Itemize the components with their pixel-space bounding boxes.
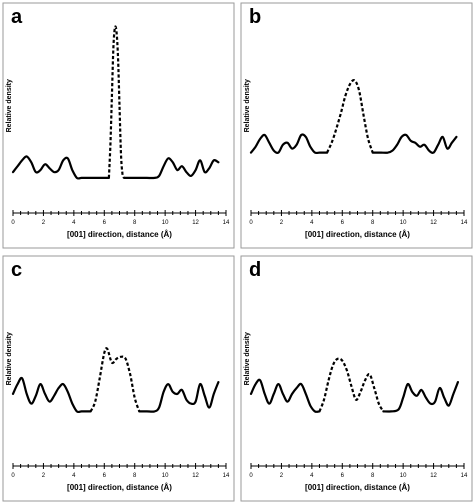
y-axis-label: Relative density [6, 332, 13, 385]
panel-a: a Relative density 0 2 4 6 8 10 12 14 [001] direct… [2, 2, 235, 249]
x-tick-label: 10 [400, 473, 407, 479]
panel-label: c [11, 259, 22, 281]
panel-label: d [249, 259, 261, 281]
x-tick-label: 6 [103, 220, 107, 226]
x-tick-label: 2 [280, 473, 284, 479]
x-axis-label: [001] direction, distance (Å) [305, 483, 410, 492]
x-tick-label: 0 [249, 220, 253, 226]
density-curve-solid-2 [138, 381, 220, 413]
x-tick-label: 6 [103, 473, 107, 479]
x-tick-label: 8 [133, 473, 137, 479]
x-tick-label: 14 [461, 473, 468, 479]
density-curve-solid-0 [249, 133, 329, 155]
density-curve-dashed-1 [326, 79, 374, 154]
x-axis-label: [001] direction, distance (Å) [67, 483, 172, 492]
panel-frame [240, 2, 473, 249]
y-axis-label: Relative density [244, 332, 251, 385]
x-tick-label: 8 [371, 220, 375, 226]
x-tick-label: 8 [371, 473, 375, 479]
density-curve-solid-2 [371, 133, 458, 154]
density-curve-solid-0 [249, 378, 321, 413]
x-tick-label: 2 [42, 473, 46, 479]
x-tick-label: 12 [430, 220, 437, 226]
density-curve-dashed-1 [107, 25, 126, 179]
panel-b: b Relative density 0 2 4 6 8 10 12 14 [001] direct… [240, 2, 473, 249]
panel-label: a [11, 6, 23, 28]
x-tick-label: 12 [192, 220, 199, 226]
x-axis-label: [001] direction, distance (Å) [67, 230, 172, 239]
x-tick-label: 0 [11, 220, 15, 226]
panel-c: c Relative density 0 2 4 6 8 10 12 14 [001] direct… [2, 255, 235, 502]
x-tick-label: 8 [133, 220, 137, 226]
y-axis-label: Relative density [6, 79, 13, 132]
panel-frame [240, 255, 473, 502]
x-tick-label: 4 [72, 220, 76, 226]
panel-frame [2, 255, 235, 502]
x-tick-label: 14 [223, 473, 230, 479]
x-tick-label: 2 [42, 220, 46, 226]
panel-label: b [249, 6, 261, 28]
density-curve-solid-0 [11, 155, 110, 180]
x-tick-label: 4 [310, 473, 314, 479]
panel-frame [2, 2, 235, 249]
x-tick-label: 10 [162, 473, 169, 479]
x-tick-label: 14 [223, 220, 230, 226]
density-curve-dashed-1 [318, 357, 385, 413]
density-curve-solid-0 [11, 376, 92, 414]
x-tick-label: 0 [249, 473, 253, 479]
x-tick-label: 10 [400, 220, 407, 226]
x-tick-label: 12 [430, 473, 437, 479]
x-tick-label: 6 [341, 473, 345, 479]
x-tick-label: 4 [310, 220, 314, 226]
x-tick-label: 2 [280, 220, 284, 226]
x-tick-label: 12 [192, 473, 199, 479]
x-axis-label: [001] direction, distance (Å) [305, 230, 410, 239]
x-tick-label: 10 [162, 220, 169, 226]
panel-d: d Relative density 0 2 4 6 8 10 12 14 [001] direct… [240, 255, 473, 502]
x-tick-label: 14 [461, 220, 468, 226]
y-axis-label: Relative density [244, 79, 251, 132]
density-curve-dashed-1 [89, 347, 141, 412]
density-curve-solid-2 [382, 381, 459, 413]
density-curve-solid-2 [123, 157, 220, 180]
x-tick-label: 0 [11, 473, 15, 479]
x-tick-label: 6 [341, 220, 345, 226]
x-tick-label: 4 [72, 473, 76, 479]
